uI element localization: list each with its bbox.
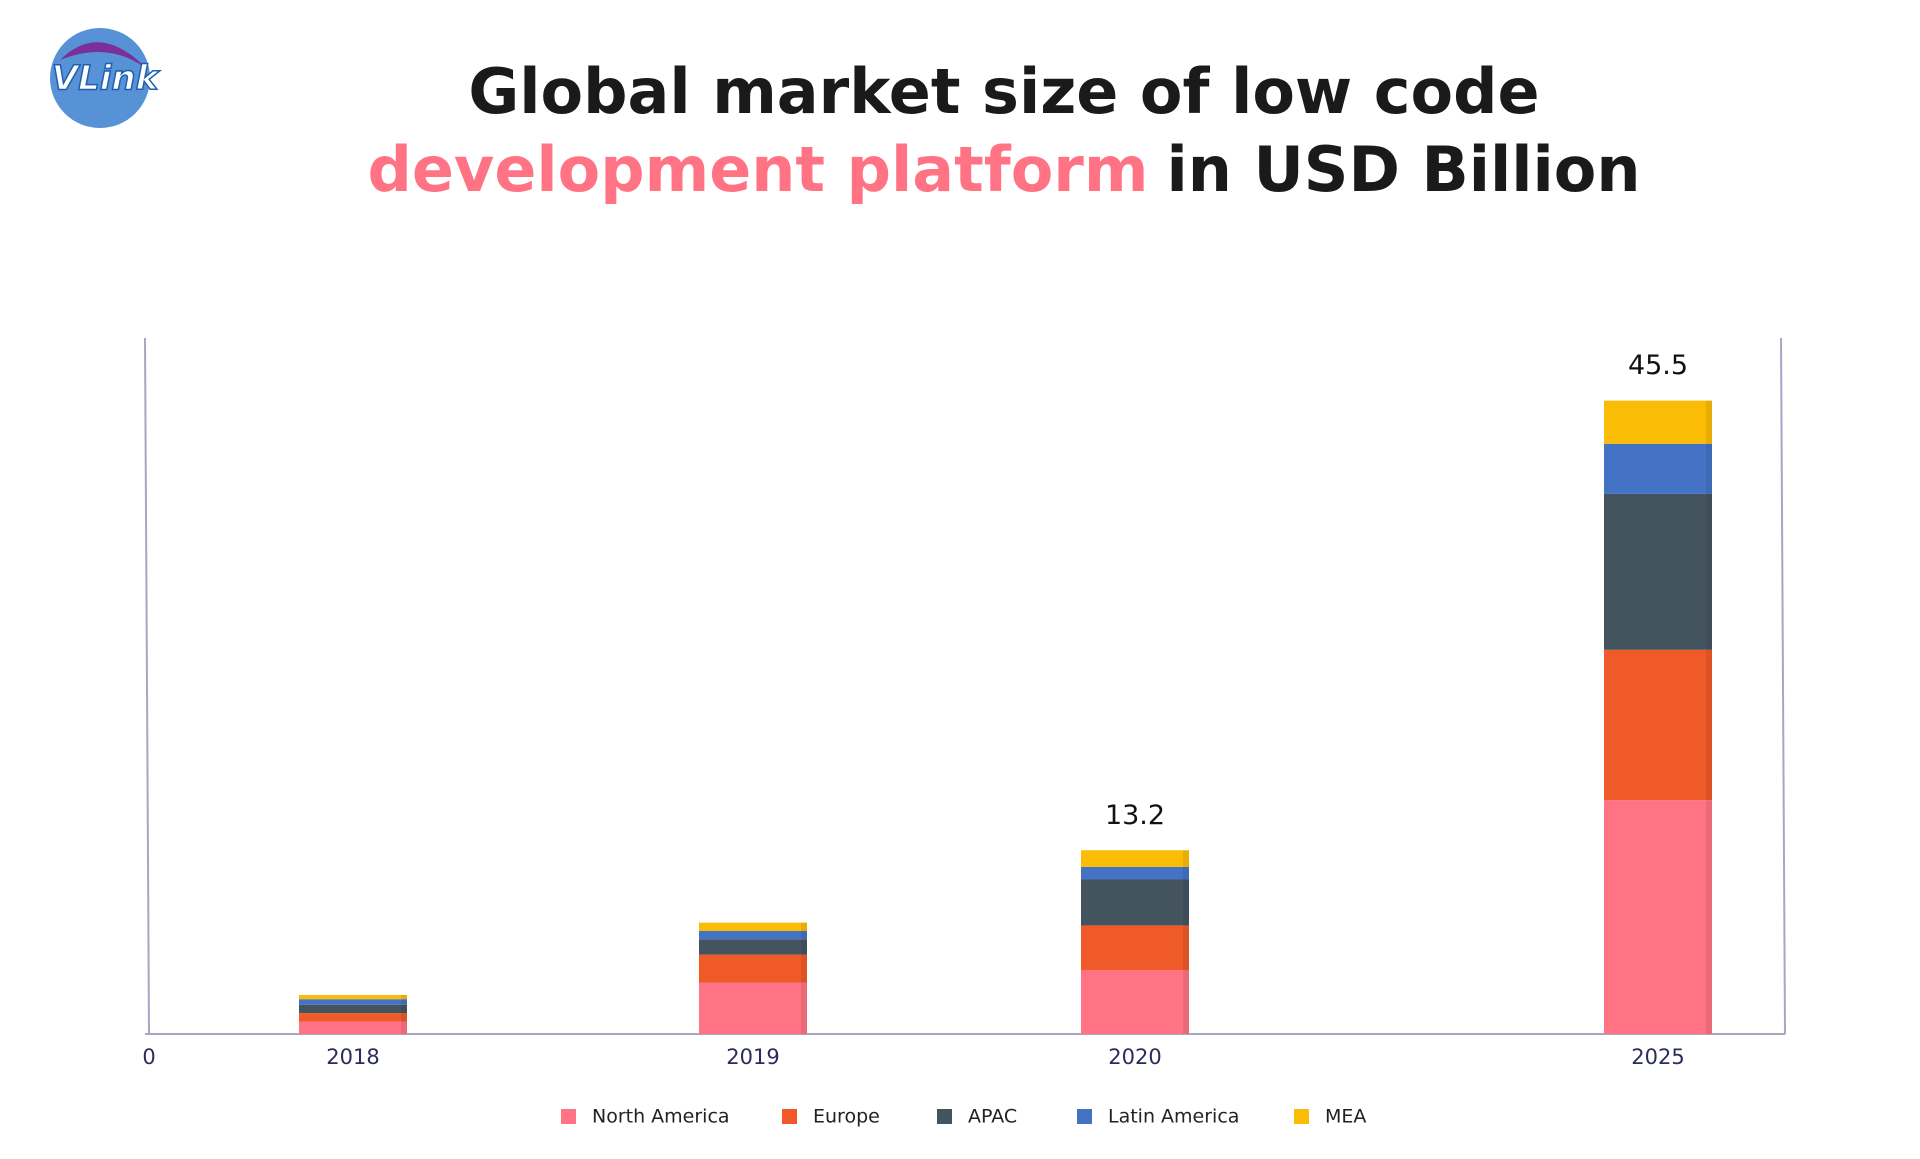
bar-segment bbox=[1604, 400, 1712, 444]
bar-segment bbox=[1081, 969, 1189, 1034]
legend-swatch bbox=[561, 1109, 576, 1124]
bar-shade bbox=[1706, 400, 1712, 1034]
title-highlight: development platform bbox=[367, 133, 1148, 206]
legend-label: MEA bbox=[1325, 1106, 1366, 1128]
left-axis bbox=[144, 337, 150, 1035]
bar-shade bbox=[401, 995, 407, 1034]
chart-title: Global market size of low code bbox=[468, 55, 1539, 128]
logo-swoosh bbox=[60, 42, 148, 70]
logo-text: VLink bbox=[52, 59, 161, 99]
bar-segment bbox=[699, 939, 807, 955]
bar-segment bbox=[699, 954, 807, 983]
legend-swatch bbox=[782, 1109, 797, 1124]
bar-segment bbox=[1081, 925, 1189, 970]
bar-segment bbox=[1604, 649, 1712, 801]
bar-segment bbox=[1081, 850, 1189, 867]
bar-segment bbox=[299, 1013, 407, 1022]
title-rest: in USD Billion bbox=[1166, 133, 1640, 206]
bar-segment bbox=[1081, 879, 1189, 926]
legend-swatch bbox=[937, 1109, 952, 1124]
bar-segment bbox=[299, 1021, 407, 1034]
bar-segment bbox=[299, 995, 407, 1000]
bar-segment bbox=[699, 930, 807, 940]
legend-label: Latin America bbox=[1108, 1106, 1239, 1128]
x-tick-label: 2020 bbox=[1108, 1045, 1161, 1069]
legend-swatch bbox=[1294, 1109, 1309, 1124]
chart-title-line2: development platform in USD Billion bbox=[367, 133, 1640, 206]
x-tick-label: 2018 bbox=[326, 1045, 379, 1069]
y-tick-label: 0 bbox=[142, 1045, 155, 1069]
legend-swatch bbox=[1077, 1109, 1092, 1124]
bar-segment bbox=[299, 1004, 407, 1014]
bar-shade bbox=[801, 922, 807, 1034]
right-axis bbox=[1780, 337, 1786, 1035]
bar-segment bbox=[1604, 493, 1712, 650]
bar-segment bbox=[699, 982, 807, 1034]
total-label: 13.2 bbox=[1105, 800, 1165, 831]
legend-label: North America bbox=[592, 1106, 730, 1128]
bar-segment bbox=[1604, 800, 1712, 1034]
logo: VLink bbox=[50, 28, 161, 128]
bar-segment bbox=[1604, 443, 1712, 494]
bar-segment bbox=[699, 922, 807, 931]
legend-label: APAC bbox=[968, 1106, 1017, 1128]
x-tick-label: 2019 bbox=[726, 1045, 779, 1069]
total-label: 45.5 bbox=[1628, 350, 1688, 381]
legend-label: Europe bbox=[813, 1106, 880, 1128]
bar-segment bbox=[299, 999, 407, 1005]
bar-shade bbox=[1183, 850, 1189, 1034]
bar-segment bbox=[1081, 866, 1189, 880]
x-tick-label: 2025 bbox=[1631, 1045, 1684, 1069]
